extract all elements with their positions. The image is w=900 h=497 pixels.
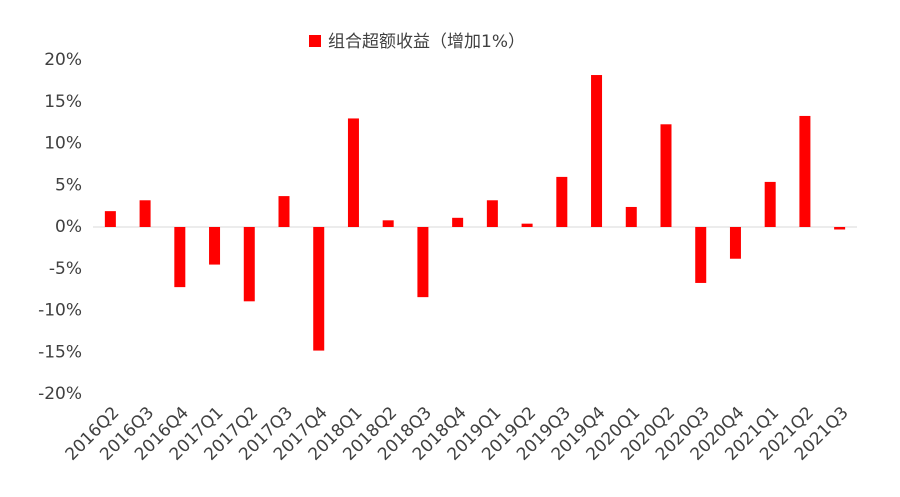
bar [139,200,151,227]
legend-swatch [309,35,321,47]
bar [174,227,186,288]
bar [764,181,776,227]
bar [382,220,394,227]
y-tick-label: -20% [38,384,82,404]
bar [209,227,221,265]
y-tick-label: 10% [44,134,82,154]
bar [486,200,498,227]
y-tick-label: 15% [44,92,82,112]
bar [104,211,116,227]
bar [556,176,568,227]
y-tick-label: 5% [55,175,82,195]
bar [417,227,429,298]
bar [278,196,290,227]
bar [799,115,811,227]
bar [695,227,707,283]
bar [313,227,325,351]
y-tick-label: 0% [55,217,82,237]
bar [729,227,741,259]
bar [834,227,846,230]
bar [243,227,255,302]
bar [521,223,533,227]
bar [591,75,603,227]
y-tick-label: -10% [38,301,82,321]
bar [660,124,672,227]
bar [347,118,359,227]
bar [625,206,637,227]
bar [452,217,464,227]
legend-label: 组合超额收益（增加1%） [328,32,525,52]
y-tick-label: -5% [49,259,82,279]
y-tick-label: -15% [38,342,82,362]
y-tick-label: 20% [44,50,82,70]
